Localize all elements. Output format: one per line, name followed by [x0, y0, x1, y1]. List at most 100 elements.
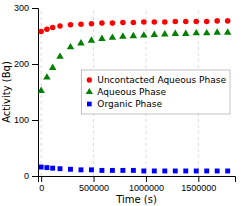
x-axis: 0 500000 1000000 1500000 — [39, 176, 236, 193]
point — [43, 73, 50, 79]
tick: 1000000 — [129, 176, 164, 193]
tick-mark — [32, 176, 38, 177]
point — [225, 18, 231, 24]
legend-box — [81, 70, 230, 114]
tick-label: 1500000 — [181, 183, 216, 193]
tick-label: 0 — [39, 183, 44, 193]
tick-label: 100 — [14, 115, 29, 125]
point — [56, 52, 63, 58]
point — [193, 29, 200, 35]
tick-mark — [32, 8, 38, 9]
point — [173, 19, 179, 25]
tick: 100 — [14, 115, 38, 125]
legend: Uncontacted Aqueous Phase Aqueous Phase Or… — [81, 70, 230, 114]
point — [172, 29, 179, 35]
point — [89, 21, 95, 27]
point — [130, 32, 137, 38]
point — [173, 169, 178, 174]
point — [50, 25, 56, 31]
tick-label: 0 — [24, 171, 29, 181]
plot-area — [38, 18, 231, 173]
point — [110, 20, 116, 26]
tick: 0 — [39, 176, 44, 193]
series — [38, 28, 231, 93]
point — [99, 168, 104, 173]
point — [140, 31, 147, 37]
legend-symbol — [86, 88, 93, 94]
point — [68, 22, 74, 28]
point — [68, 167, 73, 172]
tick: 300 — [14, 3, 38, 13]
tick-mark — [41, 176, 42, 182]
point — [44, 165, 49, 170]
point — [204, 169, 209, 174]
tick-mark — [146, 176, 147, 182]
legend-symbol — [87, 77, 92, 82]
point — [99, 20, 105, 26]
point — [49, 64, 56, 70]
tick-mark — [32, 120, 38, 121]
tick: 500000 — [79, 176, 109, 193]
point — [120, 20, 126, 26]
point — [162, 19, 168, 25]
point — [78, 21, 84, 27]
point — [50, 166, 55, 171]
tick-mark — [198, 176, 199, 182]
point — [204, 19, 210, 25]
point — [141, 19, 147, 25]
point — [141, 169, 146, 174]
point — [131, 20, 137, 26]
point — [67, 43, 74, 49]
series — [39, 165, 230, 174]
point — [225, 169, 230, 174]
tick: 1500000 — [181, 176, 216, 193]
point — [89, 167, 94, 172]
point — [183, 19, 189, 25]
point — [182, 29, 189, 35]
point — [98, 35, 105, 41]
point — [183, 169, 188, 174]
legend-label: Uncontacted Aqueous Phase — [97, 75, 226, 85]
point — [79, 167, 84, 172]
tick-label: 300 — [14, 3, 29, 13]
point — [213, 28, 220, 34]
x-axis-line — [39, 177, 236, 183]
series — [38, 18, 230, 34]
tick-label: 1000000 — [129, 183, 164, 193]
tick: 0 — [24, 171, 38, 181]
tick-label: 200 — [14, 59, 29, 69]
point — [215, 169, 220, 174]
point — [119, 32, 126, 38]
x-axis-title: Time (s) — [115, 194, 157, 205]
point — [151, 31, 158, 37]
point — [161, 30, 168, 36]
point — [38, 87, 45, 93]
point — [224, 28, 231, 34]
y-axis-title: Activity (Bq) — [1, 61, 12, 123]
point — [88, 36, 95, 42]
point — [152, 19, 158, 25]
point — [77, 39, 84, 45]
legend-symbol — [87, 102, 92, 107]
tick-mark — [94, 176, 95, 182]
point — [57, 23, 63, 29]
point — [203, 29, 210, 35]
point — [193, 19, 199, 25]
point — [38, 29, 44, 35]
legend-label: Organic Phase — [97, 99, 162, 109]
point — [109, 33, 116, 39]
tick-mark — [32, 64, 38, 65]
point — [152, 169, 157, 174]
y-axis-line — [32, 9, 39, 177]
point — [194, 169, 199, 174]
point — [110, 168, 115, 173]
legend-label: Aqueous Phase — [97, 87, 166, 97]
point — [58, 166, 63, 171]
point — [162, 169, 167, 174]
point — [39, 165, 44, 170]
point — [44, 27, 50, 33]
tick: 200 — [14, 59, 38, 69]
y-axis: 0 100 200 300 — [14, 3, 39, 181]
point — [131, 168, 136, 173]
point — [120, 168, 125, 173]
